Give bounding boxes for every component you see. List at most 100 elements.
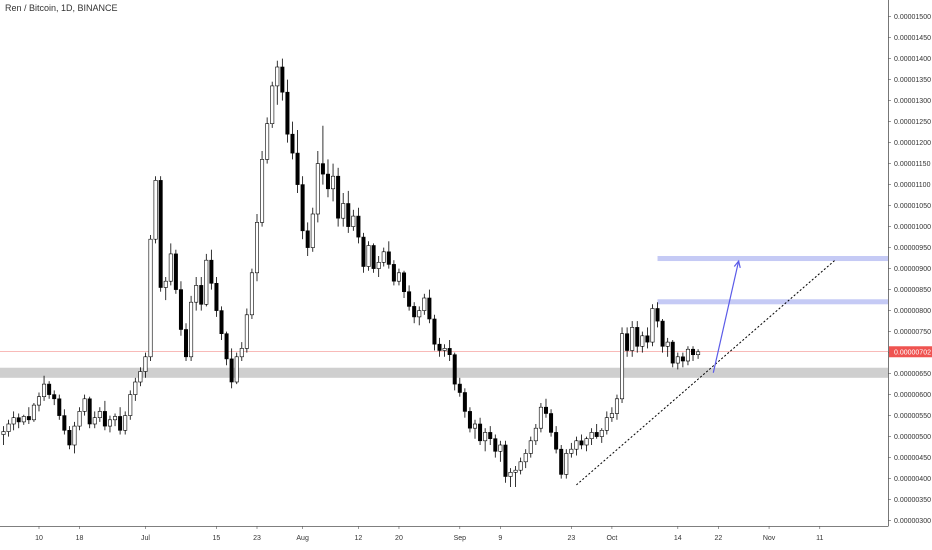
candle-body[interactable] (16, 417, 21, 423)
candle-body[interactable] (184, 329, 189, 358)
candle-body[interactable] (488, 432, 493, 439)
candle-body[interactable] (640, 335, 645, 347)
candle-body[interactable] (452, 354, 457, 385)
candle-body[interactable] (533, 427, 538, 442)
candle-body[interactable] (528, 440, 533, 454)
candle-body[interactable] (36, 396, 41, 406)
candle-body[interactable] (67, 429, 72, 446)
candle-body[interactable] (518, 461, 523, 471)
candle-body[interactable] (371, 245, 376, 269)
candle-body[interactable] (260, 159, 265, 223)
candle-body[interactable] (508, 471, 513, 477)
candle-body[interactable] (462, 392, 467, 412)
candle-body[interactable] (244, 314, 249, 349)
candle-body[interactable] (675, 356, 680, 364)
candle-body[interactable] (564, 453, 569, 475)
candle-body[interactable] (396, 272, 401, 282)
candle-body[interactable] (356, 215, 361, 238)
candle-body[interactable] (670, 341, 675, 364)
candle-body[interactable] (660, 320, 665, 347)
candle-body[interactable] (336, 175, 341, 219)
candle-body[interactable] (234, 356, 239, 383)
candle-body[interactable] (685, 348, 690, 362)
candle-body[interactable] (351, 215, 356, 227)
candle-body[interactable] (229, 358, 234, 383)
candle-body[interactable] (498, 444, 503, 452)
candle-body[interactable] (87, 398, 92, 425)
candle-body[interactable] (407, 291, 412, 307)
candle-body[interactable] (290, 133, 295, 154)
candle-body[interactable] (457, 383, 462, 393)
candle-body[interactable] (538, 406, 543, 429)
candle-body[interactable] (493, 438, 498, 452)
candle-body[interactable] (118, 416, 123, 431)
candle-body[interactable] (178, 289, 183, 330)
candle-body[interactable] (513, 469, 518, 473)
candle-body[interactable] (77, 411, 82, 427)
candle-body[interactable] (97, 411, 102, 418)
candle-body[interactable] (574, 440, 579, 450)
candle-body[interactable] (148, 238, 153, 358)
candle-body[interactable] (427, 297, 432, 320)
candle-body[interactable] (635, 327, 640, 347)
candle-body[interactable] (620, 333, 625, 400)
candle-body[interactable] (255, 222, 260, 274)
candle-body[interactable] (107, 419, 112, 427)
candle-body[interactable] (554, 432, 559, 450)
candle-body[interactable] (249, 272, 254, 316)
candle-body[interactable] (11, 417, 16, 425)
candle-body[interactable] (143, 356, 148, 372)
candle-body[interactable] (559, 448, 564, 475)
candle-body[interactable] (523, 453, 528, 463)
candle-body[interactable] (31, 404, 36, 421)
candle-body[interactable] (21, 416, 26, 423)
candle-body[interactable] (549, 413, 554, 433)
candle-body[interactable] (680, 356, 685, 362)
candle-body[interactable] (402, 272, 407, 292)
candle-body[interactable] (295, 152, 300, 185)
candle-body[interactable] (366, 245, 371, 267)
candle-body[interactable] (194, 285, 199, 303)
candle-body[interactable] (163, 280, 168, 288)
candle-body[interactable] (604, 417, 609, 431)
candle-body[interactable] (442, 348, 447, 351)
candle-body[interactable] (315, 163, 320, 215)
candle-body[interactable] (6, 423, 11, 432)
candle-body[interactable] (412, 306, 417, 318)
candle-body[interactable] (346, 203, 351, 227)
candle-body[interactable] (655, 308, 660, 322)
candle-body[interactable] (72, 425, 77, 446)
candle-body[interactable] (285, 91, 290, 135)
candle-body[interactable] (82, 398, 87, 412)
candle-body[interactable] (437, 343, 442, 351)
candle-body[interactable] (168, 253, 173, 282)
candle-body[interactable] (123, 415, 128, 431)
candle-body[interactable] (62, 415, 67, 431)
candle-body[interactable] (447, 348, 452, 355)
candle-body[interactable] (153, 180, 158, 240)
candle-body[interactable] (102, 411, 107, 427)
candle-body[interactable] (589, 432, 594, 439)
candle-body[interactable] (320, 163, 325, 175)
candle-body[interactable] (305, 230, 310, 248)
candle-body[interactable] (422, 297, 427, 311)
candle-body[interactable] (158, 180, 163, 288)
candle-body[interactable] (478, 423, 483, 442)
candle-body[interactable] (300, 184, 305, 232)
candle-body[interactable] (417, 310, 422, 318)
candle-body[interactable] (569, 448, 574, 454)
candle-body[interactable] (219, 310, 224, 335)
candle-body[interactable] (204, 259, 209, 305)
candle-body[interactable] (325, 173, 330, 190)
candle-body[interactable] (224, 333, 229, 360)
candle-body[interactable] (113, 416, 118, 421)
candle-body[interactable] (691, 348, 696, 355)
candle-body[interactable] (584, 438, 589, 446)
candle-body[interactable] (265, 123, 270, 160)
candle-body[interactable] (543, 406, 548, 414)
ascending-trendline[interactable] (576, 259, 836, 486)
candle-body[interactable] (483, 432, 488, 442)
candle-body[interactable] (239, 348, 244, 358)
candle-body[interactable] (209, 259, 214, 284)
candle-body[interactable] (625, 333, 630, 351)
